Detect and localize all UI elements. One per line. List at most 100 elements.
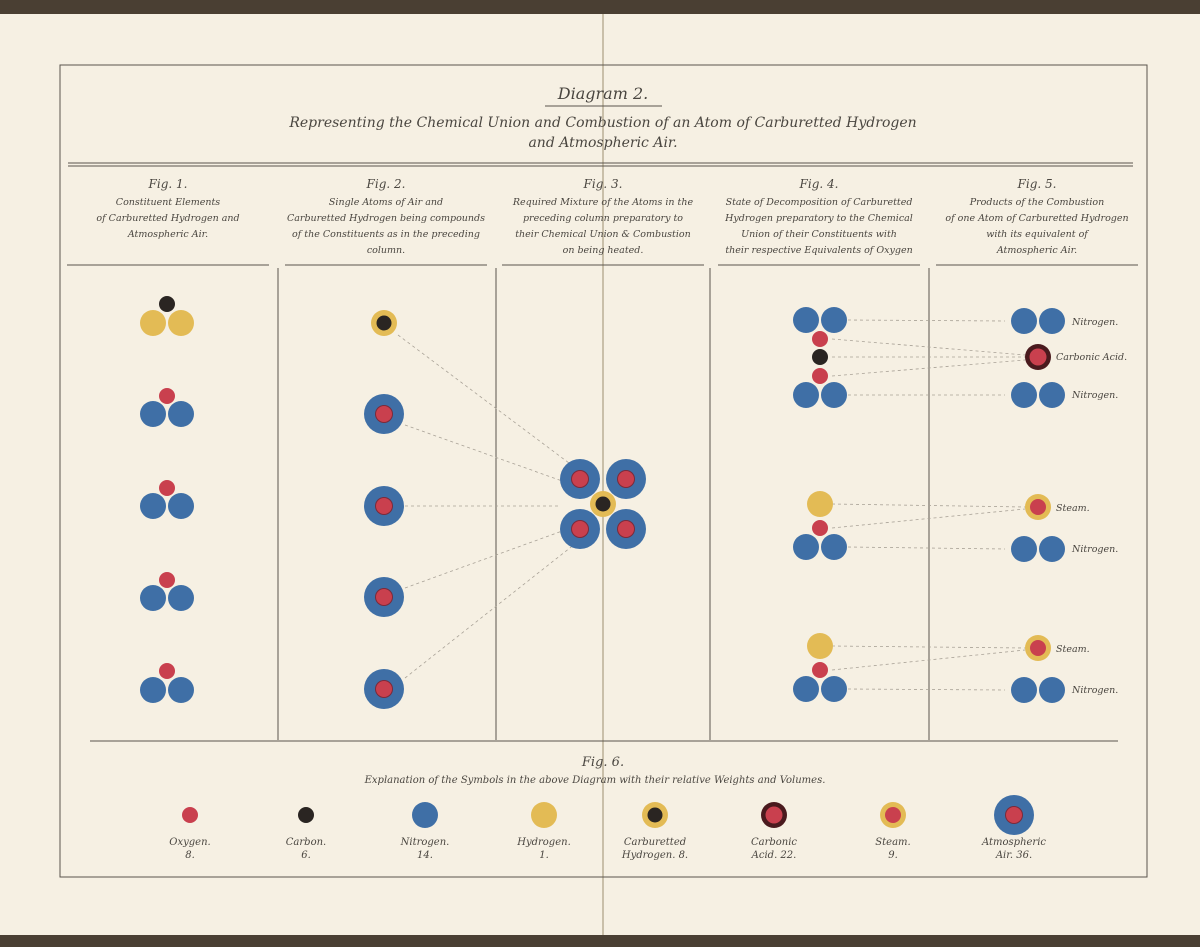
legend-item-nitrogen: Nitrogen. 14. — [400, 802, 450, 861]
air-symbol-icon — [994, 795, 1034, 835]
steam-symbol-icon — [880, 802, 906, 828]
air-atom-icon — [364, 669, 404, 709]
fig5-product-label: Carbonic Acid. — [1056, 352, 1127, 363]
nitrogen-atom-icon — [140, 493, 166, 519]
connector-line — [847, 688, 1006, 691]
fig4-heading-line: State of Decomposition of Carburetted — [726, 197, 913, 208]
connector-line — [397, 334, 586, 476]
carbH-atom-icon — [371, 310, 397, 336]
fig5-product-label: Nitrogen. — [1071, 390, 1118, 401]
connector-line — [847, 546, 1006, 550]
legend-item-steam: Steam. 9. — [875, 802, 911, 861]
air-atom-icon — [364, 577, 404, 617]
legend-name: Nitrogen. — [400, 837, 450, 848]
nitrogen-atom-icon — [1011, 382, 1037, 408]
oxygen-symbol-icon — [182, 807, 198, 823]
nitrogen-atom-icon — [793, 307, 819, 333]
fig5-product-label: Steam. — [1056, 644, 1090, 655]
fig1-label: Fig. 1. — [148, 177, 188, 191]
legend-item-air: Atmospheric Air. 36. — [981, 795, 1046, 861]
connector-line — [831, 645, 1026, 649]
hydrogen-atom-icon — [140, 310, 166, 336]
nitrogen-atom-icon — [1011, 536, 1037, 562]
nitrogen-atom-icon — [793, 676, 819, 702]
fig1-heading-line: of Carburetted Hydrogen and — [96, 213, 239, 224]
connector-line — [831, 503, 1026, 508]
connector-line — [831, 508, 1026, 529]
air-atom-icon — [560, 459, 600, 499]
carbon-atom-icon — [159, 296, 175, 312]
fig5-heading-line: with its equivalent of — [986, 229, 1089, 240]
nitrogen-atom-icon — [140, 585, 166, 611]
fig6-label: Fig. 6. — [581, 755, 624, 770]
legend-weight: 8. — [185, 850, 195, 861]
nitrogen-atom-icon — [1039, 382, 1065, 408]
nitrogen-atom-icon — [821, 534, 847, 560]
hydrogen-atom-icon — [807, 491, 833, 517]
fig5-heading-line: Atmospheric Air. — [996, 245, 1077, 256]
nitrogen-atom-icon — [821, 382, 847, 408]
fig5-product-label: Nitrogen. — [1071, 544, 1118, 555]
fig3-heading-line: Required Mixture of the Atoms in the — [512, 197, 694, 208]
fig4-heading-line: their respective Equivalents of Oxygen — [725, 245, 912, 256]
nitrogen-atom-icon — [1039, 677, 1065, 703]
carbonic-symbol-icon — [761, 802, 787, 828]
fig5-heading-line: of one Atom of Carburetted Hydrogen — [945, 213, 1128, 224]
nitrogen-atom-icon — [168, 677, 194, 703]
fig5-heading-line: Products of the Combustion — [969, 197, 1104, 208]
legend-item-hydrogen: Hydrogen. 1. — [516, 802, 571, 861]
fig5-label: Fig. 5. — [1017, 177, 1057, 191]
fig3-heading-line: on being heated. — [563, 245, 644, 256]
fig6-caption: Explanation of the Symbols in the above … — [364, 775, 826, 786]
carbonic-atom-icon — [1025, 344, 1051, 370]
nitrogen-symbol-icon — [412, 802, 438, 828]
carbon-symbol-icon — [298, 807, 314, 823]
fig2-heading-line: of the Constituents as in the preceding — [292, 229, 480, 240]
steam-atom-icon — [1025, 494, 1051, 520]
fig2-heading-line: column. — [367, 245, 405, 256]
fig3-label: Fig. 3. — [583, 177, 623, 191]
hydrogen-symbol-icon — [531, 802, 557, 828]
nitrogen-atom-icon — [168, 401, 194, 427]
fig4-heading-line: Hydrogen preparatory to the Chemical — [724, 213, 913, 224]
subtitle-line-2: and Atmospheric Air. — [528, 135, 677, 151]
legend-weight: Air. 36. — [995, 850, 1032, 861]
carbon-atom-icon — [812, 349, 828, 365]
legend-weight: 1. — [539, 850, 549, 861]
legend-item-carbonic: Carbonic Acid. 22. — [751, 802, 797, 861]
fig1-heading-line: Constituent Elements — [116, 197, 221, 208]
oxygen-atom-icon — [159, 663, 175, 679]
oxygen-atom-icon — [812, 368, 828, 384]
legend-name: Carburetted — [624, 837, 686, 848]
nitrogen-atom-icon — [140, 677, 166, 703]
air-atom-icon — [364, 486, 404, 526]
fig4-heading-line: Union of their Constituents with — [741, 229, 897, 240]
nitrogen-atom-icon — [793, 382, 819, 408]
oxygen-atom-icon — [812, 331, 828, 347]
legend-name: Carbonic — [751, 837, 797, 848]
air-atom-icon — [606, 459, 646, 499]
nitrogen-atom-icon — [140, 401, 166, 427]
diagram-title: Diagram 2. — [557, 84, 648, 103]
plate-border — [59, 64, 1148, 878]
air-atom-icon — [606, 509, 646, 549]
fig4-label: Fig. 4. — [799, 177, 839, 191]
nitrogen-atom-icon — [1011, 677, 1037, 703]
legend-item-carbon: Carbon. 6. — [286, 807, 326, 861]
fig2-heading-line: Single Atoms of Air and — [329, 197, 443, 208]
nitrogen-atom-icon — [168, 585, 194, 611]
carbH-atom-icon — [590, 491, 616, 517]
connector-line — [847, 319, 1006, 322]
legend-name: Hydrogen. — [516, 837, 571, 848]
legend-item-carbH: Carburetted Hydrogen. 8. — [621, 802, 688, 861]
legend-weight: Hydrogen. 8. — [621, 850, 688, 861]
carbH-symbol-icon — [642, 802, 668, 828]
fig5-product-label: Nitrogen. — [1071, 685, 1118, 696]
legend-weight: Acid. 22. — [751, 850, 797, 861]
connector-line — [404, 539, 581, 679]
connector-line — [831, 338, 1026, 356]
nitrogen-atom-icon — [1039, 536, 1065, 562]
fig2-heading-line: Carburetted Hydrogen being compounds — [287, 213, 485, 224]
oxygen-atom-icon — [159, 572, 175, 588]
